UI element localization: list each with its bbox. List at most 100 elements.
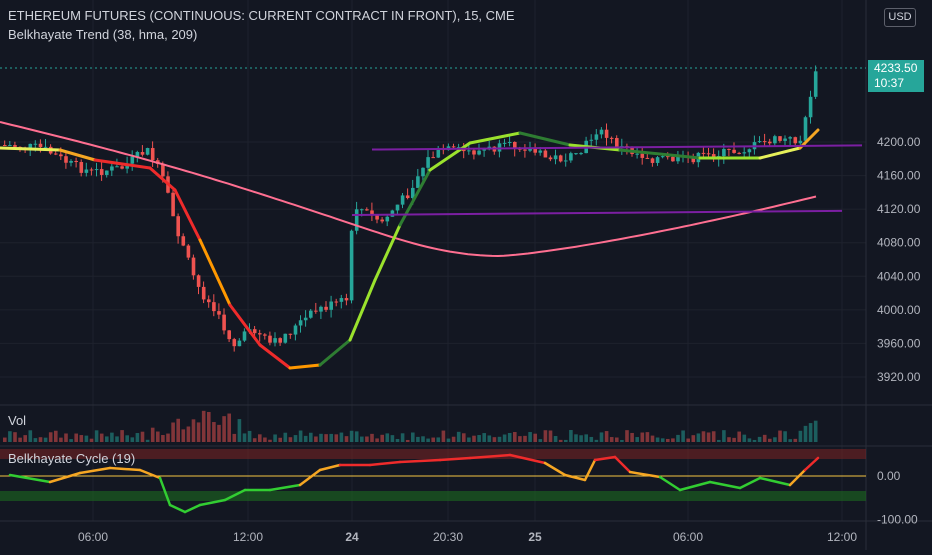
volume-bar	[456, 431, 461, 442]
cycle-line-segment	[298, 468, 322, 487]
candle-body	[385, 216, 390, 222]
volume-bar	[416, 436, 420, 442]
candle-body	[105, 170, 109, 175]
grid-lines	[0, 0, 866, 521]
candle-body	[59, 154, 63, 157]
volume-bar	[375, 438, 379, 442]
candle-body	[711, 154, 716, 159]
candle-body	[74, 160, 78, 163]
volume-bar	[354, 431, 359, 442]
volume-bar	[472, 435, 476, 442]
candle-body	[171, 192, 175, 217]
volume-bar	[79, 435, 84, 442]
cycle-line-segment	[468, 453, 512, 460]
candle-body	[64, 156, 68, 163]
price-tick-label: 3920.00	[877, 370, 921, 384]
candle-body	[319, 306, 323, 312]
candle-body	[8, 145, 12, 147]
volume-bar	[232, 433, 237, 442]
volume-bar	[349, 430, 354, 442]
volume-bar	[666, 438, 670, 442]
volume-bar	[451, 436, 456, 442]
candle-body	[349, 230, 354, 301]
volume-bar	[421, 436, 425, 442]
volume-bar	[135, 433, 140, 442]
candle-body	[451, 146, 456, 148]
cycle-pane-label[interactable]: Belkhayate Cycle (19)	[8, 451, 136, 466]
chart-title[interactable]: ETHEREUM FUTURES (CONTINUOUS: CURRENT CO…	[8, 8, 515, 23]
candle-body	[324, 306, 328, 310]
volume-bar	[283, 432, 288, 442]
volume-bar	[477, 435, 481, 442]
candle-body	[140, 152, 145, 155]
volume-bar	[273, 434, 277, 442]
candle-body	[258, 333, 262, 335]
volume-bar	[395, 439, 400, 442]
candle-body	[553, 155, 558, 160]
candle-body	[161, 163, 165, 177]
volume-bar	[523, 435, 527, 442]
volume-bar	[130, 437, 135, 442]
volume-bar	[298, 430, 303, 442]
trend-indicator-label[interactable]: Belkhayate Trend (38, hma, 209)	[8, 27, 198, 42]
candle-body	[722, 148, 726, 157]
candle-body	[375, 214, 379, 220]
volume-bar	[319, 433, 323, 442]
cycle-line-segment	[223, 488, 247, 502]
volume-pane-label[interactable]: Vol	[8, 413, 27, 428]
trend-line-segment	[318, 338, 352, 367]
candle-body	[293, 325, 298, 335]
volume-bar	[161, 435, 165, 442]
volume-bar	[579, 435, 583, 442]
volume-bar	[594, 439, 599, 442]
candle-body	[497, 143, 502, 152]
volume-bar	[99, 433, 104, 442]
price-tick-label: 4160.00	[877, 169, 921, 183]
candle-body	[548, 157, 553, 160]
candle-body	[676, 155, 680, 162]
cycle-tick-label: -100.00	[877, 513, 918, 527]
time-tick-label: 06:00	[78, 530, 108, 544]
candle-body	[212, 302, 216, 312]
candle-body	[513, 141, 517, 149]
currency-button[interactable]: USD	[884, 8, 916, 27]
volume-bar	[59, 437, 63, 442]
volume-bar	[630, 432, 634, 442]
candle-body	[181, 236, 186, 246]
volume-bar	[711, 431, 716, 442]
volume-bar	[507, 432, 512, 442]
volume-bar	[584, 434, 588, 442]
volume-bar	[171, 422, 175, 442]
candle-body	[813, 71, 818, 97]
channel-upper	[371, 144, 863, 151]
candle-body	[380, 219, 384, 222]
volume-bar	[48, 432, 53, 442]
candle-body	[808, 96, 813, 118]
volume-bar	[798, 430, 803, 442]
volume-bar	[462, 433, 466, 442]
candle-body	[13, 145, 17, 147]
volume-bar	[548, 430, 553, 442]
time-tick-label: 24	[345, 530, 359, 544]
volume-bar	[467, 437, 471, 442]
volume-bar	[441, 430, 446, 442]
volume-bar	[773, 437, 777, 442]
candle-body	[594, 134, 599, 140]
candle-body	[145, 148, 150, 155]
candle-body	[773, 136, 777, 144]
cycle-line-segment	[398, 458, 442, 464]
candle-body	[635, 153, 639, 155]
cycle-line-segment	[438, 456, 472, 462]
cycle-tick-label: 0.00	[877, 469, 901, 483]
candle-body	[416, 176, 420, 188]
volume-bar	[599, 432, 604, 442]
volume-bar	[609, 437, 614, 442]
volume-bar	[681, 430, 685, 442]
volume-bar	[513, 432, 517, 442]
volume-bar	[201, 410, 206, 442]
volume-bar	[314, 436, 318, 442]
cycle-line-segment	[628, 470, 662, 479]
volume-bar	[640, 432, 645, 442]
